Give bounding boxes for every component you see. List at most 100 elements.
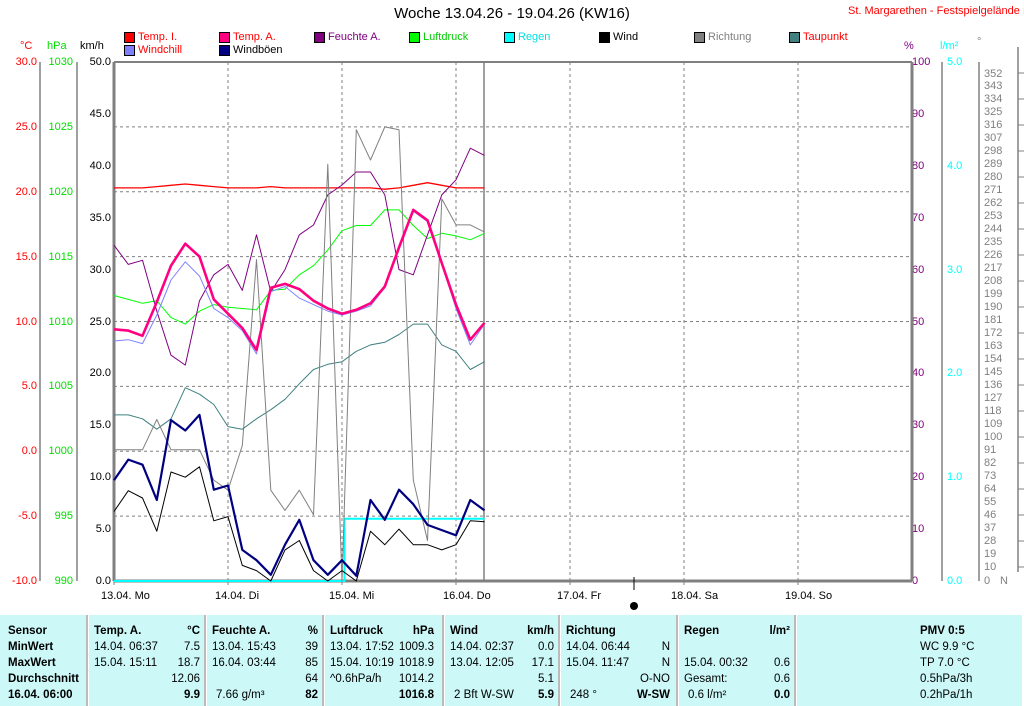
x-axis-label: 14.04. Di [215, 590, 260, 602]
x-axis-label: 16.04. Do [443, 590, 491, 602]
legend-item: Temp. A. [219, 31, 276, 43]
legend-item: Richtung [694, 31, 751, 43]
tick-label-temp: 20.0 [15, 185, 37, 198]
tick-label-kmh: 20.0 [89, 367, 111, 380]
tick-label-deg: 37 [984, 521, 997, 534]
series-line-richtung [114, 126, 485, 582]
legend-swatch [409, 31, 420, 43]
series-line-feuchte-a [113, 147, 485, 366]
tick-label-pct: 90 [912, 107, 925, 120]
tick-label-pct: 100 [912, 56, 931, 68]
tick-label-pct: 0 [912, 575, 919, 587]
cell-value: 1014.2 [398, 673, 434, 685]
axis-unit-deg: ° [977, 36, 982, 48]
column-title: Feuchte A. [212, 625, 271, 637]
cell-label: 0.6 l/m² [688, 689, 727, 701]
moon-phase-icon [630, 602, 638, 610]
cell-value: 12.06 [171, 673, 200, 685]
tick-label-rain: 5.0 [947, 56, 963, 68]
cell-label: 15.04. 10:19 [330, 657, 394, 669]
legend-item: Windchill [124, 44, 182, 56]
legend-swatch [789, 31, 800, 43]
tick-label-hpa: 995 [54, 510, 73, 523]
column-separator [86, 615, 89, 706]
tick-label-deg: 226 [984, 249, 1003, 262]
column-separator [442, 615, 445, 706]
column-title: Wind [450, 625, 478, 637]
tick-label-deg: 208 [984, 275, 1003, 288]
column-unit: l/m² [769, 625, 790, 637]
tick-label-temp: -5.0 [18, 510, 37, 523]
cell-label: Gesamt: [684, 673, 728, 685]
column-unit: km/h [527, 625, 554, 637]
tick-label-temp: 5.0 [21, 380, 37, 393]
cell-value: 82 [305, 689, 318, 701]
cell-value: 39 [305, 641, 318, 653]
legend-label: Wind [613, 31, 639, 43]
cell-value: N [661, 657, 670, 669]
cell-label: 248 ° [570, 689, 597, 701]
tick-label-temp: -10.0 [11, 575, 37, 587]
series-line-taupunkt [114, 323, 485, 430]
column-separator [676, 615, 679, 706]
axis-unit-hpa: hPa [47, 40, 67, 52]
legend-swatch [219, 31, 230, 43]
tick-label-rain: 3.0 [947, 263, 963, 276]
cell-label: ^0.6hPa/h [330, 673, 382, 685]
tick-label-deg: 55 [984, 495, 997, 508]
tick-label-hpa: 1025 [48, 120, 73, 133]
sensor-row-label: MinWert [8, 641, 54, 653]
tick-label-kmh: 0.0 [95, 575, 111, 587]
cell-value: 64 [305, 673, 318, 685]
legend-label: Temp. A. [233, 31, 276, 43]
tick-label-pct: 10 [912, 523, 925, 536]
legend-swatch [314, 31, 325, 43]
legend-swatch [599, 31, 610, 43]
tick-label-deg: 307 [984, 132, 1003, 145]
legend-swatch [124, 31, 135, 43]
cell-value: 18.7 [177, 657, 200, 669]
tick-label-deg: 73 [984, 469, 997, 482]
tick-label-pct: 20 [912, 471, 925, 484]
legend-label: Taupunkt [803, 31, 848, 43]
tick-label-deg: 235 [984, 236, 1003, 249]
sensor-header: Sensor [8, 625, 47, 637]
tick-label-deg: 172 [984, 327, 1003, 340]
statistics-panel: Sensor MinWert MaxWert Durchschnitt 16.04. 0… [0, 615, 1022, 706]
tick-label-deg: 127 [984, 391, 1003, 404]
cell-value: 1016.8 [398, 689, 434, 701]
pmv-row: 0.5hPa/3h [920, 673, 973, 685]
column-separator [322, 615, 325, 706]
tick-label-pct: 50 [912, 315, 925, 328]
x-axis-label: 18.04. Sa [671, 590, 719, 602]
cell-value: 5.1 [538, 673, 554, 685]
column-title: Temp. A. [94, 625, 142, 637]
tick-label-deg: 181 [984, 314, 1003, 327]
tick-label-pct: 60 [912, 263, 925, 276]
cell-label: 13.04. 12:05 [450, 657, 514, 669]
sensor-row-label: 16.04. 06:00 [8, 689, 73, 701]
tick-label-deg: 298 [984, 145, 1003, 158]
tick-label-hpa: 1020 [48, 185, 73, 198]
cell-label: 13.04. 17:52 [330, 641, 394, 653]
legend-item: Windböen [219, 44, 283, 56]
tick-label-deg: 325 [984, 106, 1003, 119]
tick-label-hpa: 1010 [48, 315, 73, 328]
cell-value: 9.9 [184, 689, 200, 701]
cell-label: 14.04. 02:37 [450, 641, 514, 653]
column-unit: hPa [412, 625, 434, 637]
sensor-row-label: MaxWert [8, 657, 56, 669]
cell-label: 15.04. 11:47 [566, 657, 630, 669]
tick-label-deg: 46 [984, 508, 997, 521]
cell-value: N [661, 641, 670, 653]
column-title: Luftdruck [330, 625, 384, 637]
weather-chart [39, 47, 1024, 610]
tick-label-kmh: 10.0 [89, 471, 111, 484]
tick-label-temp: 10.0 [15, 315, 37, 328]
cell-label: 2 Bft W-SW [454, 689, 514, 701]
tick-label-temp: 30.0 [15, 56, 37, 68]
series-line-wind [113, 466, 485, 582]
tick-label-deg: 145 [984, 365, 1003, 378]
tick-label-deg: 154 [984, 352, 1003, 365]
tick-label-deg: 19 [984, 547, 997, 560]
